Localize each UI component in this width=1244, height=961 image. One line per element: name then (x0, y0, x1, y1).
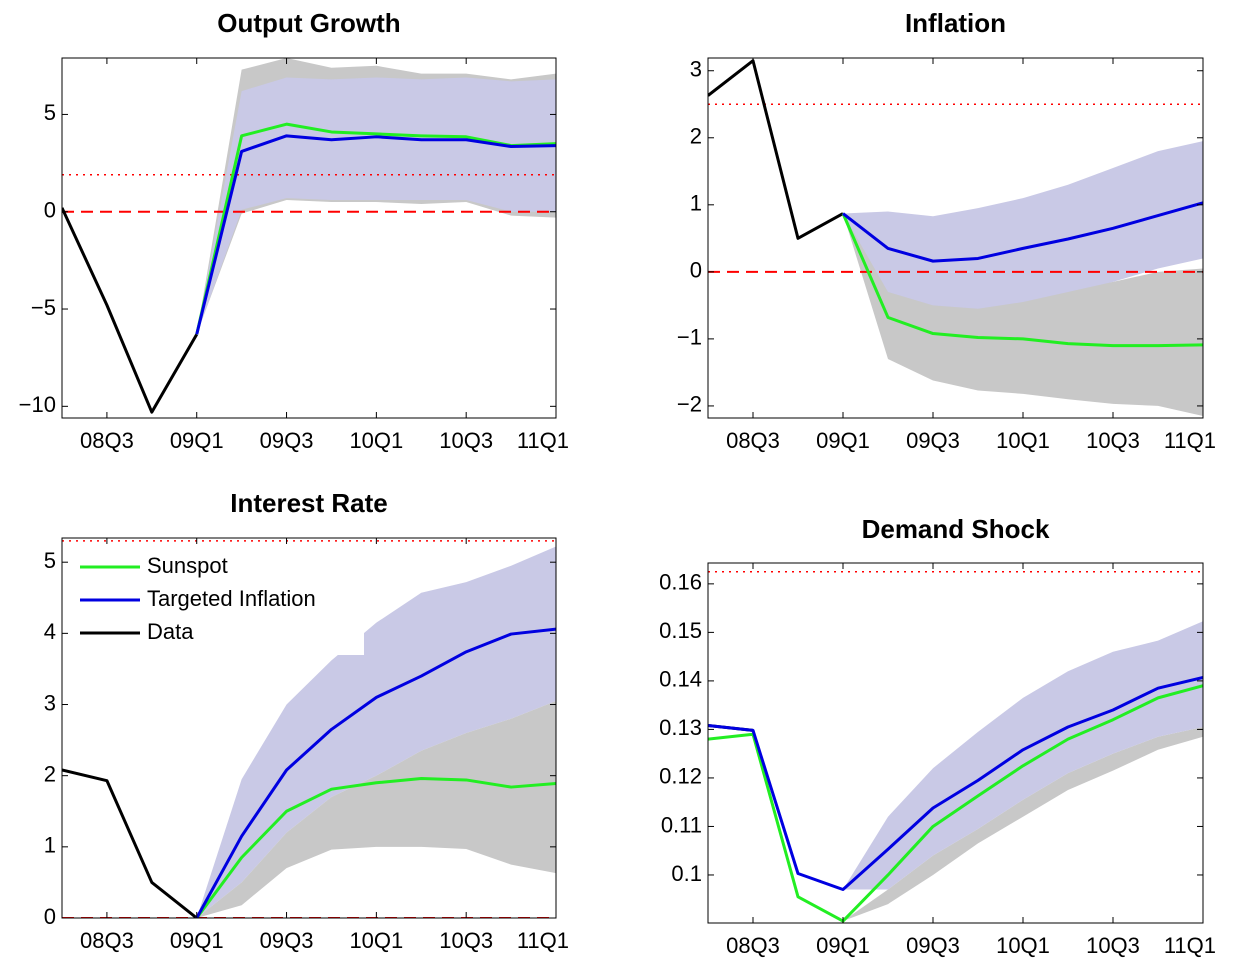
y-tick-label: 0.16 (659, 570, 702, 595)
y-tick-label: 0.11 (661, 812, 702, 837)
series-line (842, 201, 1203, 263)
series-line (195, 134, 556, 335)
series-line (62, 207, 199, 414)
axes-box (707, 562, 1204, 924)
chart-title: Inflation (905, 8, 1006, 38)
y-tick-label: 5 (44, 100, 56, 125)
series-line (708, 676, 1203, 892)
plot-content (62, 58, 556, 414)
plot-content (62, 540, 556, 918)
x-tick-label: 10Q3 (1086, 428, 1140, 453)
y-tick-label: 2 (690, 124, 702, 149)
series-line (195, 627, 556, 918)
series-line (195, 122, 556, 335)
series-line (708, 684, 1203, 923)
band (843, 213, 1203, 416)
y-tick-label: 0 (690, 258, 702, 283)
series-line (195, 777, 556, 918)
x-tick-label: 10Q3 (1086, 933, 1140, 958)
x-tick-label: 10Q1 (996, 933, 1050, 958)
x-tick-label: 10Q1 (996, 428, 1050, 453)
y-tick-label: 2 (44, 761, 56, 786)
y-tick-label: 3 (690, 57, 702, 82)
series-line (841, 212, 1203, 348)
y-tick-label: −10 (19, 392, 56, 417)
y-tick-label: −2 (677, 392, 702, 417)
x-tick-label: 09Q1 (170, 928, 224, 953)
y-tick-label: 0 (44, 904, 56, 929)
x-tick-label: 11Q1 (517, 428, 569, 453)
x-tick-label: 08Q3 (726, 933, 780, 958)
legend-label: Sunspot (147, 553, 228, 578)
y-tick-label: 0.12 (659, 764, 702, 789)
y-tick-label: 1 (690, 191, 702, 216)
y-tick-label: 0.1 (671, 861, 702, 886)
x-tick-label: 08Q3 (80, 428, 134, 453)
y-tick-label: 0.14 (659, 667, 702, 692)
y-tick-label: −1 (677, 325, 702, 350)
axes-box (61, 537, 557, 919)
x-tick-label: 09Q3 (906, 933, 960, 958)
x-tick-label: 10Q1 (349, 928, 403, 953)
y-tick-label: 1 (44, 833, 56, 858)
plot-content (708, 59, 1203, 416)
x-tick-label: 10Q3 (439, 928, 493, 953)
chart-title: Demand Shock (862, 514, 1050, 544)
x-tick-label: 09Q1 (170, 428, 224, 453)
x-tick-label: 08Q3 (80, 928, 134, 953)
band (843, 621, 1203, 890)
series-line (708, 59, 844, 240)
x-tick-label: 11Q1 (1164, 428, 1216, 453)
x-tick-label: 10Q3 (439, 428, 493, 453)
panel: −2 −1 0 1 2 3 08Q3 09Q1 09Q3 10Q1 10Q3 11Q1 Inflatio… (677, 8, 1216, 453)
legend-label: Targeted Inflation (147, 586, 316, 611)
x-tick-label: 08Q3 (726, 428, 780, 453)
panel: −10 −5 0 5 08Q3 09Q1 09Q3 10Q1 10Q3 11Q1 Output Gr… (19, 8, 569, 453)
band (843, 726, 1203, 922)
y-tick-label: −5 (31, 295, 56, 320)
panel: 0 1 2 3 4 5 08Q3 09Q1 09Q3 10Q1 10Q3 11Q1 Interest R… (44, 488, 569, 953)
chart-title: Output Growth (217, 8, 400, 38)
legend-label: Data (147, 619, 194, 644)
y-tick-label: 3 (44, 690, 56, 715)
series-line (62, 768, 198, 918)
panel: 0.1 0.11 0.12 0.13 0.14 0.15 0.16 08Q3 09Q1 09Q3 1… (659, 514, 1216, 958)
x-tick-label: 10Q1 (349, 428, 403, 453)
x-tick-label: 11Q1 (1164, 933, 1216, 958)
axes-box (61, 57, 557, 419)
x-tick-label: 09Q3 (906, 428, 960, 453)
x-tick-label: 11Q1 (517, 928, 569, 953)
y-tick-label: 4 (44, 619, 56, 644)
chart-title: Interest Rate (230, 488, 388, 518)
band (196, 546, 556, 918)
y-tick-label: 5 (44, 548, 56, 573)
x-tick-label: 09Q1 (816, 933, 870, 958)
band (196, 700, 556, 918)
axes-box (707, 57, 1204, 419)
x-tick-label: 09Q1 (816, 428, 870, 453)
band (843, 141, 1203, 309)
y-tick-label: 0 (44, 198, 56, 223)
y-tick-label: 0.13 (659, 715, 702, 740)
x-tick-label: 09Q3 (260, 428, 314, 453)
x-tick-label: 09Q3 (260, 928, 314, 953)
band (196, 77, 556, 335)
plot-content (708, 570, 1203, 923)
y-tick-label: 0.15 (659, 618, 702, 643)
